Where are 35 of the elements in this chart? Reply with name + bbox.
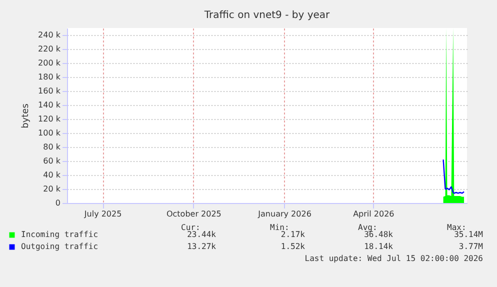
text: 18.14k: [364, 242, 394, 251]
y-tick-label: 100 k: [38, 128, 61, 138]
y-tick-label: 240 k: [38, 30, 61, 40]
text: 2.17k: [280, 230, 306, 239]
x-tick-label: July 2025: [83, 210, 122, 218]
x-tick-label: January 2026: [257, 210, 312, 218]
x-tick-label: April 2026: [353, 210, 394, 218]
legend-label: Outgoing traffic: [21, 242, 98, 251]
text: Avg:: [358, 223, 378, 232]
text: 23.44k: [187, 230, 216, 239]
y-tick-label: 40 k: [43, 170, 61, 180]
text: 13.27k: [187, 242, 216, 251]
line-series: [442, 159, 465, 194]
y-tick-label: 0: [55, 198, 60, 208]
y-tick-label: 120 k: [38, 114, 61, 124]
text: 36.48k: [364, 230, 394, 239]
y-tick-label: 60 k: [43, 156, 61, 166]
y-axis-title: bytes: [21, 103, 32, 128]
y-tick-label: 140 k: [38, 100, 61, 110]
y-tick-label: 160 k: [38, 86, 61, 96]
y-tick-label: 20 k: [43, 184, 61, 194]
x-tick-label: October 2025: [166, 210, 222, 218]
text: Cur:: [181, 223, 200, 232]
y-tick-label: 180 k: [38, 72, 61, 82]
text: Max:: [447, 223, 466, 232]
chart-title: Traffic on vnet9 - by year: [203, 10, 331, 21]
text: 35.14M: [454, 230, 484, 239]
y-tick-label: 80 k: [43, 142, 61, 152]
text: 1.52k: [280, 242, 306, 251]
text: Last update: Wed Jul 15 02:00:00 2026: [304, 254, 484, 263]
y-tick-label: 220 k: [38, 44, 61, 54]
text: 3.77M: [458, 242, 484, 251]
y-tick-label: 200 k: [38, 58, 61, 68]
legend-label: Incoming traffic: [21, 230, 98, 239]
text: Min:: [270, 223, 290, 232]
